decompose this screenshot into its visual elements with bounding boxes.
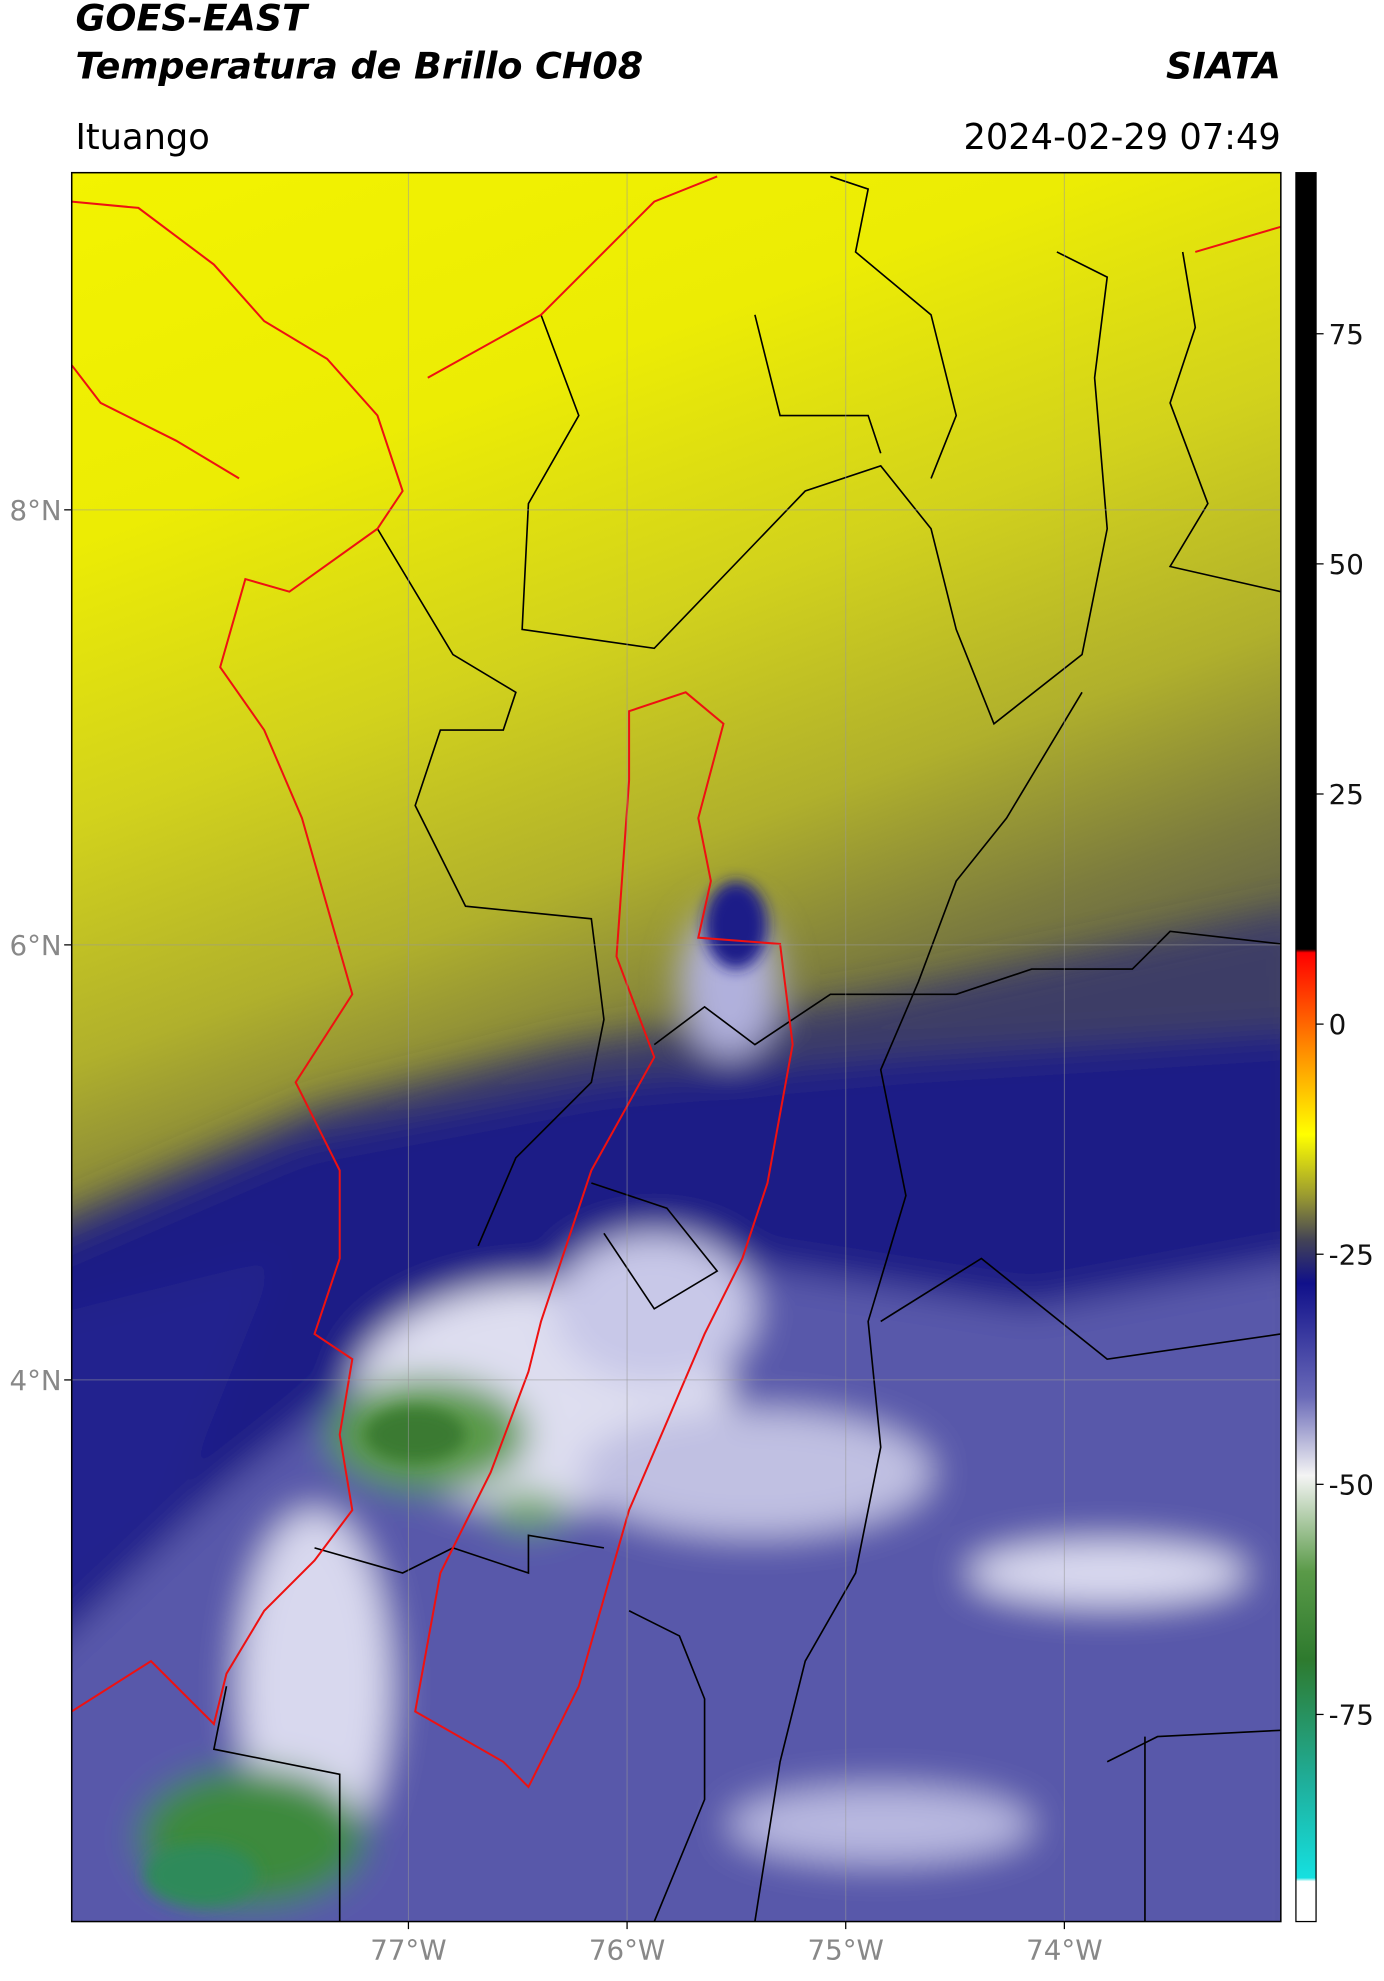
colorbar-tick-label: 75 (1329, 318, 1364, 351)
y-tick-label: 4°N (9, 1364, 61, 1397)
datetime: 2024-02-29 07:49 (963, 117, 1280, 158)
satellite-image (71, 172, 1281, 1922)
colorbar-tick-label: -50 (1329, 1468, 1374, 1501)
x-tick-label: 75°W (808, 1933, 884, 1966)
colorbar-tick-label: 50 (1329, 548, 1364, 581)
region: Ituango (75, 117, 209, 158)
colorbar-tick-label: 0 (1329, 1008, 1347, 1041)
brand: SIATA (1166, 44, 1281, 87)
colorbar (1295, 172, 1317, 1923)
subtitle: Temperatura de Brillo CH08 (75, 44, 643, 87)
map-frame (70, 171, 1282, 1923)
x-tick-label: 76°W (589, 1933, 665, 1966)
graticule (71, 172, 1281, 1922)
title: GOES-EAST (75, 0, 310, 40)
y-tick-label: 6°N (9, 929, 61, 962)
x-tick-label: 74°W (1026, 1933, 1102, 1966)
colorbar-tick-label: 25 (1329, 778, 1364, 811)
colorbar-tick-label: -25 (1329, 1238, 1374, 1271)
x-tick-label: 77°W (370, 1933, 446, 1966)
colorbar-tick-label: -75 (1329, 1699, 1374, 1732)
y-tick-label: 8°N (9, 494, 61, 527)
axes: 77°W 76°W 75°W 74°W 8°N 6°N 4°N 75 50 25 0 -25 -50 -7… (9, 318, 1373, 1966)
